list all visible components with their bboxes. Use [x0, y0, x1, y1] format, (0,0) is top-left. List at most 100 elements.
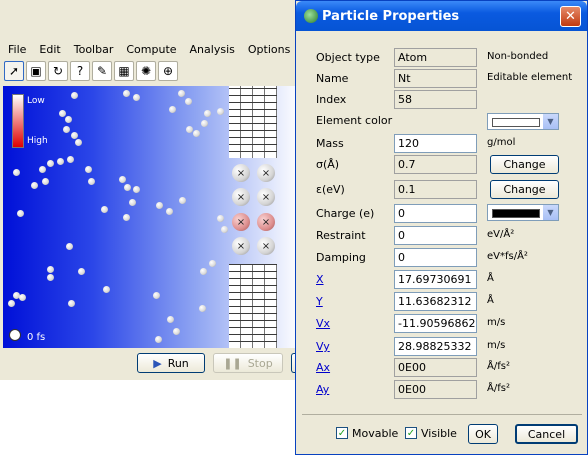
particle[interactable] [75, 139, 82, 146]
y-label[interactable]: Y [316, 295, 323, 308]
menu-toolbar[interactable]: Toolbar [66, 43, 119, 56]
particle[interactable] [39, 166, 46, 173]
particle[interactable] [193, 130, 200, 137]
menu-compute[interactable]: Compute [118, 43, 181, 56]
particle[interactable] [133, 94, 140, 101]
particle[interactable] [17, 210, 24, 217]
obstacle-atom[interactable]: × [257, 237, 275, 255]
particle[interactable] [71, 132, 78, 139]
question-icon[interactable]: ? [70, 61, 90, 81]
sigma-change-button[interactable]: Change [490, 155, 559, 174]
obstacle-atom[interactable]: × [232, 213, 250, 231]
particle[interactable] [123, 90, 130, 97]
particle[interactable] [66, 243, 73, 250]
particle[interactable] [71, 92, 78, 99]
grid-icon[interactable]: ▦ [114, 61, 134, 81]
movable-checkbox[interactable]: ✓ [336, 427, 348, 439]
damping-input[interactable]: 0 [394, 248, 477, 267]
particle[interactable] [67, 156, 74, 163]
particle[interactable] [47, 274, 54, 281]
epsilon-change-button[interactable]: Change [490, 180, 559, 199]
visible-checkbox[interactable]: ✓ [405, 427, 417, 439]
ay-label[interactable]: Ay [316, 383, 329, 396]
particle[interactable] [167, 316, 174, 323]
particle[interactable] [119, 176, 126, 183]
dialog-titlebar[interactable]: Particle Properties ✕ [296, 1, 587, 31]
rotate-icon[interactable]: ↻ [48, 61, 68, 81]
particle[interactable] [101, 206, 108, 213]
x-label[interactable]: X [316, 273, 324, 286]
x-input[interactable]: 17.69730691 [394, 270, 477, 289]
particle[interactable] [185, 98, 192, 105]
particle[interactable] [8, 300, 15, 307]
particle[interactable] [63, 126, 70, 133]
particle[interactable] [155, 336, 162, 343]
select-arrow-icon[interactable]: ➚ [4, 61, 24, 81]
particle[interactable] [19, 294, 26, 301]
selected-particle[interactable] [179, 197, 186, 204]
obstacle-atom[interactable]: × [257, 188, 275, 206]
particle[interactable] [65, 116, 72, 123]
obstacle-atom[interactable]: × [232, 188, 250, 206]
menu-analysis[interactable]: Analysis [182, 43, 240, 56]
particle[interactable] [169, 106, 176, 113]
particle[interactable] [129, 199, 136, 206]
particle[interactable] [217, 108, 224, 115]
particle[interactable] [124, 184, 131, 191]
rectangle-select-icon[interactable]: ▣ [26, 61, 46, 81]
particle[interactable] [156, 202, 163, 209]
particle[interactable] [68, 300, 75, 307]
particle[interactable] [47, 160, 54, 167]
element-color-select[interactable]: ▼ [487, 113, 559, 130]
simulation-canvas[interactable]: Low High × × × × × × × × [3, 86, 300, 348]
vx-label[interactable]: Vx [316, 317, 330, 330]
particle[interactable] [199, 305, 206, 312]
run-button[interactable]: ▶ Run [137, 353, 205, 373]
charge-color-select[interactable]: ▼ [487, 204, 559, 221]
particle[interactable] [209, 260, 216, 267]
obstacle-atom[interactable]: × [232, 164, 250, 182]
charge-input[interactable]: 0 [394, 204, 477, 223]
obstacle-atom[interactable]: × [257, 213, 275, 231]
y-input[interactable]: 11.63682312 [394, 292, 477, 311]
particle[interactable] [57, 158, 64, 165]
particle[interactable] [59, 110, 66, 117]
ax-label[interactable]: Ax [316, 361, 330, 374]
cancel-button[interactable]: Cancel [515, 424, 578, 444]
particle[interactable] [166, 208, 173, 215]
particle[interactable] [123, 214, 130, 221]
particle[interactable] [13, 169, 20, 176]
particle[interactable] [153, 292, 160, 299]
obstacle-atom[interactable]: × [257, 164, 275, 182]
menu-file[interactable]: File [0, 43, 31, 56]
obstacle-atom[interactable]: × [232, 237, 250, 255]
particle[interactable] [42, 178, 49, 185]
heat-icon[interactable]: ✺ [136, 61, 156, 81]
menu-edit[interactable]: Edit [31, 43, 65, 56]
ok-button[interactable]: OK [468, 424, 498, 444]
menu-options[interactable]: Options [240, 43, 295, 56]
particle[interactable] [78, 268, 85, 275]
particle[interactable] [88, 178, 95, 185]
stop-button[interactable]: ❚❚ Stop [213, 353, 283, 373]
particle[interactable] [173, 328, 180, 335]
vy-input[interactable]: 28.98825332 [394, 337, 477, 356]
particle[interactable] [201, 120, 208, 127]
close-button[interactable]: ✕ [560, 6, 581, 27]
particle[interactable] [103, 286, 110, 293]
add-particle-icon[interactable]: ⊕ [158, 61, 178, 81]
particle[interactable] [133, 186, 140, 193]
particle[interactable] [221, 226, 228, 233]
particle[interactable] [200, 268, 207, 275]
vy-label[interactable]: Vy [316, 340, 330, 353]
particle[interactable] [178, 90, 185, 97]
particle[interactable] [217, 215, 224, 222]
particle[interactable] [31, 182, 38, 189]
particle[interactable] [186, 126, 193, 133]
vx-input[interactable]: -11.90596862 [394, 314, 477, 333]
mass-input[interactable]: 120 [394, 134, 477, 153]
restraint-input[interactable]: 0 [394, 226, 477, 245]
particle[interactable] [47, 266, 54, 273]
particle[interactable] [204, 110, 211, 117]
particle[interactable] [85, 166, 92, 173]
